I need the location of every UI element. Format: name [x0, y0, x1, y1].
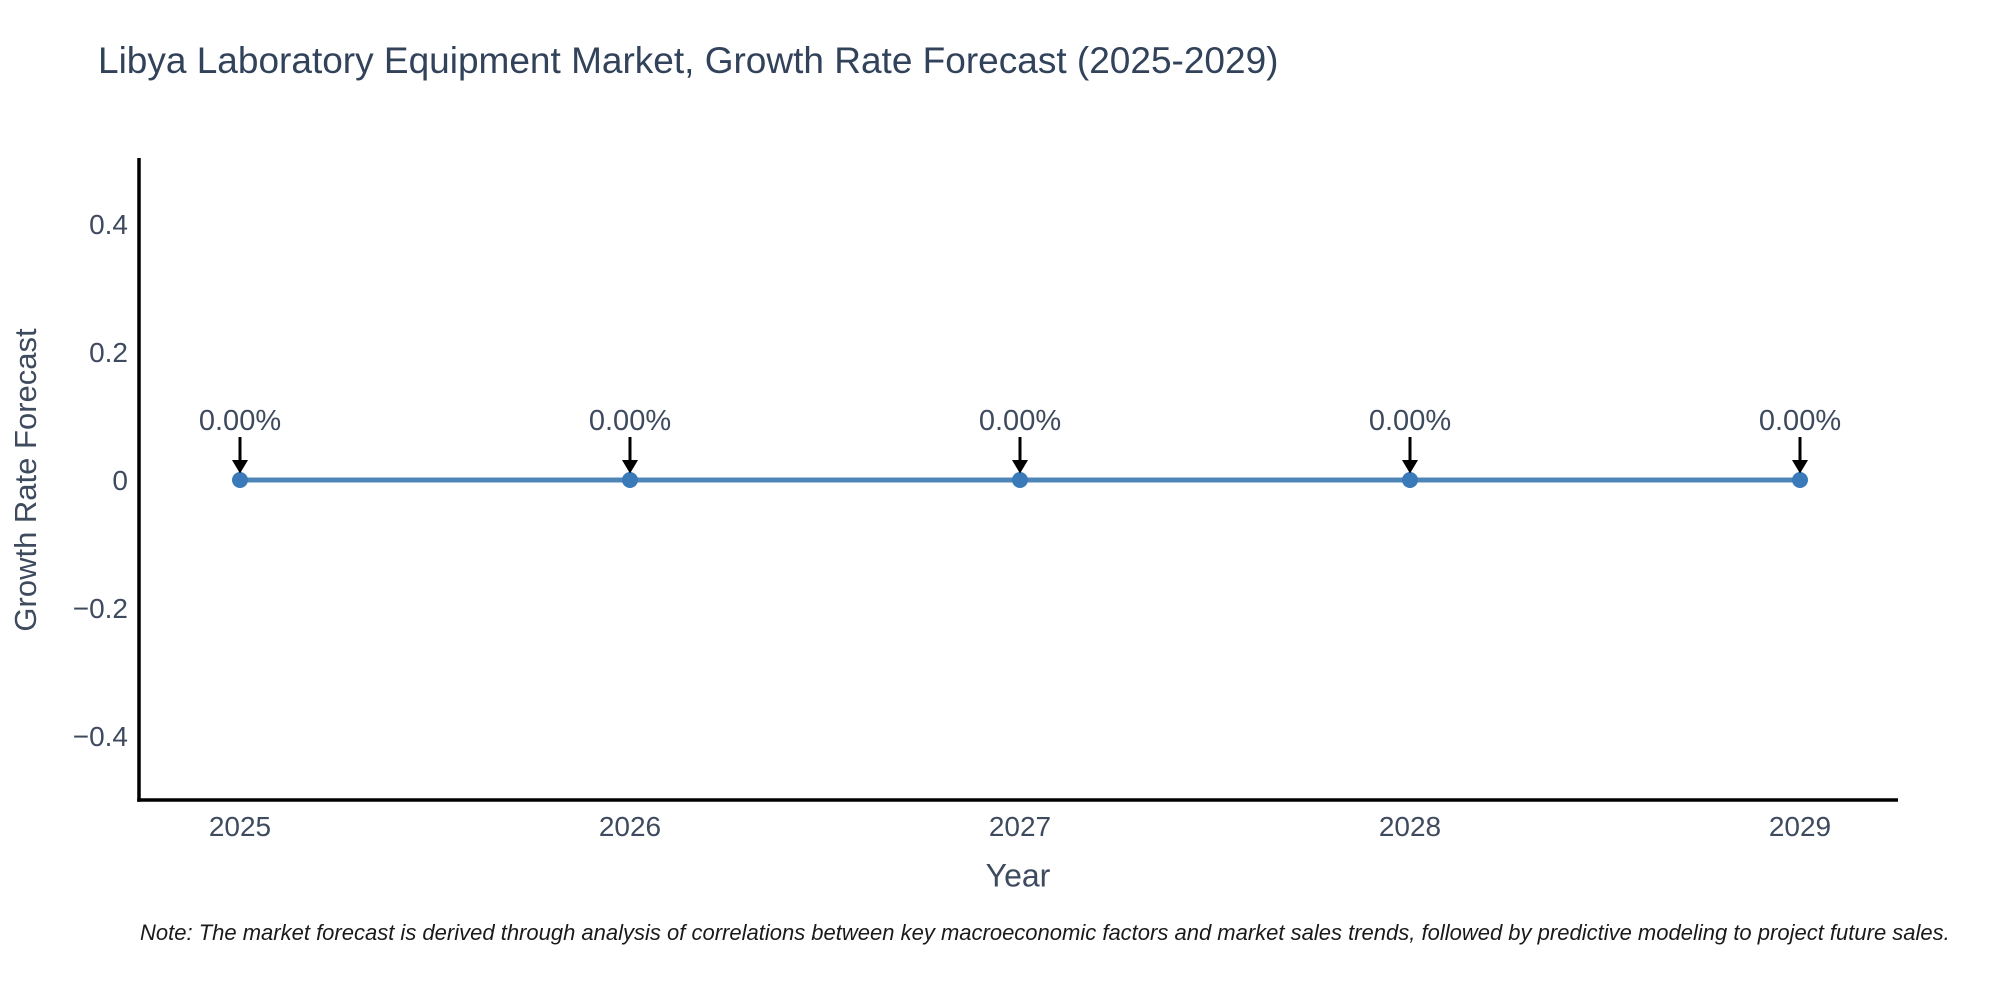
annotation-arrow-shaft [1018, 437, 1022, 461]
annotation-label: 0.00% [1759, 405, 1841, 437]
annotation-arrow-shaft [628, 437, 632, 461]
y-tick-label: 0.2 [89, 337, 128, 368]
annotation-label: 0.00% [589, 405, 671, 437]
y-tick-label: −0.4 [73, 721, 128, 752]
x-tick-label: 2025 [209, 811, 271, 842]
y-tick-label: 0 [112, 465, 128, 496]
x-tick-label: 2029 [1769, 811, 1831, 842]
annotation-label: 0.00% [199, 405, 281, 437]
data-point-marker [622, 472, 638, 488]
y-axis-label: Growth Rate Forecast [8, 328, 43, 632]
x-tick-label: 2028 [1379, 811, 1441, 842]
x-tick-label: 2026 [599, 811, 661, 842]
data-point-marker [1012, 472, 1028, 488]
data-point-marker [232, 472, 248, 488]
chart-title: Libya Laboratory Equipment Market, Growt… [98, 40, 1279, 81]
annotation-arrow-head [1402, 460, 1418, 474]
annotation-arrow-head [1012, 460, 1028, 474]
annotation-label: 0.00% [979, 405, 1061, 437]
annotation-arrow-shaft [1798, 437, 1802, 461]
annotation-arrow-shaft [238, 437, 242, 461]
data-point-marker [1792, 472, 1808, 488]
data-point-marker [1402, 472, 1418, 488]
annotation-label: 0.00% [1369, 405, 1451, 437]
y-tick-label: −0.2 [73, 593, 128, 624]
x-axis-label: Year [985, 857, 1051, 894]
annotation-arrow-head [622, 460, 638, 474]
annotation-arrow-head [1792, 460, 1808, 474]
annotation-arrow-head [232, 460, 248, 474]
annotation-arrow-shaft [1408, 437, 1412, 461]
x-tick-label: 2027 [989, 811, 1051, 842]
y-tick-label: 0.4 [89, 209, 128, 240]
footnote: Note: The market forecast is derived thr… [140, 920, 1950, 945]
